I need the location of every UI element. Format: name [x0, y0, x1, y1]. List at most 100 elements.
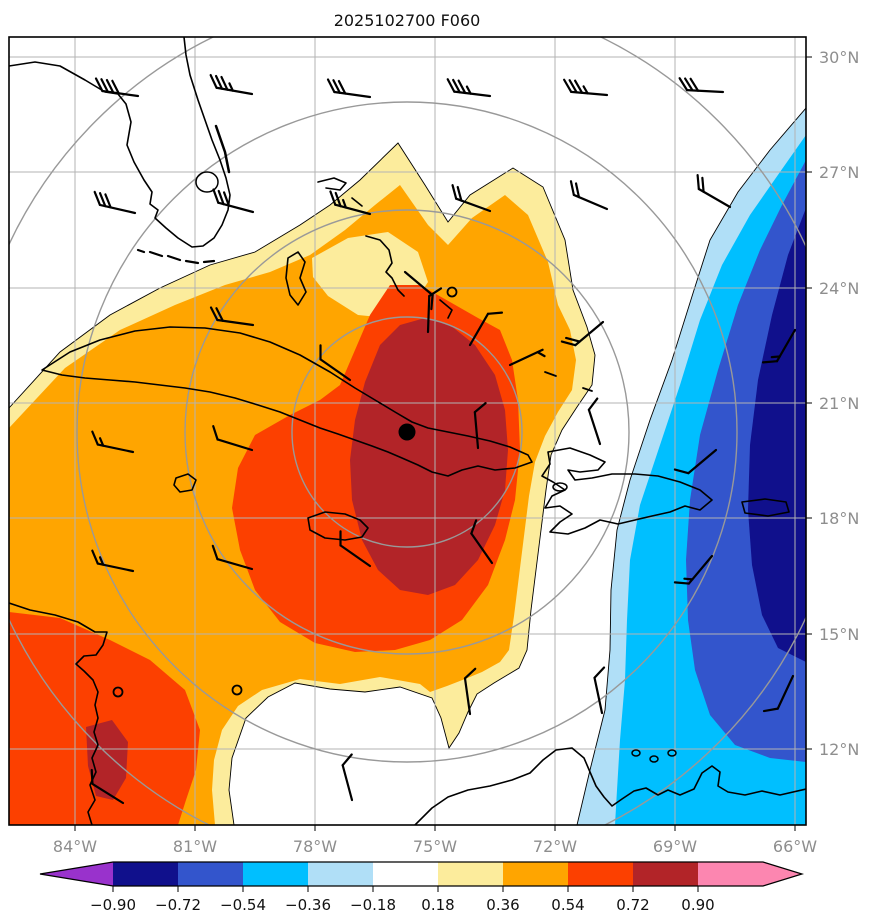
- barb-full-tick: [452, 78, 461, 94]
- colorbar-tick-label: 0.36: [486, 896, 519, 914]
- barb-shaft: [216, 557, 254, 571]
- colorbar-segment: [113, 862, 178, 886]
- barb-half-tick: [683, 577, 694, 581]
- colorbar-tick-label: 0.18: [421, 896, 454, 914]
- coastline-grand-bahama-abaco: [317, 177, 347, 191]
- barb-full-tick: [673, 581, 690, 585]
- barb-full-tick: [211, 544, 219, 561]
- longitude-labels: 84°W 81°W 78°W 75°W 72°W 69°W 66°W: [53, 837, 817, 856]
- barb-full-tick: [457, 79, 467, 95]
- coastline-central-america: [9, 602, 108, 825]
- coastline-turks-caicos-2: [582, 387, 593, 392]
- lon-tick-label: 78°W: [293, 837, 337, 856]
- colorbar-tick-label: −0.36: [285, 896, 331, 914]
- lon-tick-label: 69°W: [653, 837, 697, 856]
- barb-full-tick: [98, 192, 107, 208]
- barb-full-tick: [94, 77, 104, 93]
- barb-full-tick: [684, 77, 694, 92]
- colorbar-segment: [438, 862, 503, 886]
- barb-full-tick: [215, 307, 224, 322]
- barb-full-tick: [573, 79, 584, 94]
- barb-shaft: [587, 408, 602, 446]
- barb-full-tick: [341, 753, 353, 767]
- barb-full-tick: [569, 180, 575, 197]
- contour-fill-layer: [9, 107, 806, 825]
- wind-barb: [341, 753, 354, 802]
- wind-barb: [94, 77, 140, 98]
- contour-region-pos-core-0.72-0.90: [350, 318, 508, 595]
- barb-half-tick: [465, 85, 472, 95]
- colorbar-tick-label: −0.18: [350, 896, 396, 914]
- calm-wind-circle: [112, 686, 124, 698]
- colorbar-tick-label: 0.54: [551, 896, 584, 914]
- map-border: [8, 36, 807, 826]
- colorbar-right-arrow: [763, 862, 802, 886]
- plot-title: 2025102700 F060: [334, 11, 481, 30]
- colorbar-segment: [698, 862, 763, 886]
- barb-full-tick: [701, 176, 705, 193]
- barb-full-tick: [696, 173, 700, 191]
- wind-barb: [673, 448, 718, 475]
- wind-barb: [678, 77, 725, 94]
- barb-full-tick: [451, 184, 458, 200]
- wind-barb: [212, 188, 255, 214]
- barb-full-tick: [91, 549, 99, 565]
- storm-center-marker: [398, 423, 416, 441]
- wind-barb: [470, 519, 494, 565]
- barb-shaft: [687, 448, 718, 475]
- wind-barb: [339, 530, 372, 568]
- barb-full-tick: [332, 79, 341, 94]
- barb-full-tick: [470, 519, 478, 535]
- barb-full-tick: [428, 287, 443, 298]
- barb-full-tick: [93, 190, 102, 207]
- coastline-eleuthera-long-island: [365, 235, 405, 297]
- wind-barb: [319, 344, 352, 382]
- barb-half-tick: [98, 437, 105, 447]
- barb-full-tick: [587, 397, 599, 411]
- barb-shaft: [339, 544, 372, 568]
- barb-full-tick: [217, 189, 225, 206]
- lon-tick-label: 84°W: [53, 837, 97, 856]
- wind-barb: [451, 184, 492, 213]
- barb-full-tick: [337, 79, 347, 95]
- wind-barb: [560, 320, 605, 347]
- lat-tick-label: 15°N: [819, 625, 859, 644]
- wind-barb: [93, 190, 137, 215]
- wind-barb: [403, 270, 434, 311]
- barb-half-tick: [98, 556, 105, 566]
- lat-tick-label: 18°N: [819, 509, 859, 528]
- colorbar-outline: [39, 861, 805, 887]
- barb-full-tick: [209, 306, 219, 322]
- barb-full-tick: [473, 402, 487, 414]
- wind-barb: [91, 430, 135, 454]
- barb-full-tick: [91, 430, 99, 446]
- barb-shaft: [593, 676, 604, 715]
- barb-full-tick: [104, 193, 112, 209]
- barb-full-tick: [334, 191, 342, 208]
- coastline-hispaniola: [541, 447, 713, 535]
- barb-half-tick: [536, 351, 546, 358]
- wind-barb: [761, 328, 797, 364]
- barb-shaft: [341, 764, 354, 802]
- island-gonave: [552, 482, 568, 492]
- barb-full-tick: [214, 74, 224, 90]
- barb-half-tick: [582, 85, 589, 95]
- colorbar-segment: [308, 862, 373, 886]
- island-lake-okeechobee: [195, 171, 219, 193]
- calm-wind-circle: [231, 684, 243, 696]
- range-ring: [184, 209, 630, 655]
- wind-barb: [563, 78, 609, 97]
- wind-barb: [329, 190, 372, 216]
- coastlines: [9, 37, 806, 825]
- barb-full-tick: [90, 768, 94, 786]
- colorbar-tick-label: −0.72: [155, 896, 201, 914]
- wind-barb: [211, 544, 254, 571]
- wind-barb: [673, 554, 714, 585]
- barb-full-tick: [212, 188, 220, 204]
- barb-shaft: [463, 677, 472, 716]
- wind-barb: [463, 667, 477, 716]
- barb-full-tick: [111, 79, 120, 95]
- barb-shaft: [473, 411, 480, 450]
